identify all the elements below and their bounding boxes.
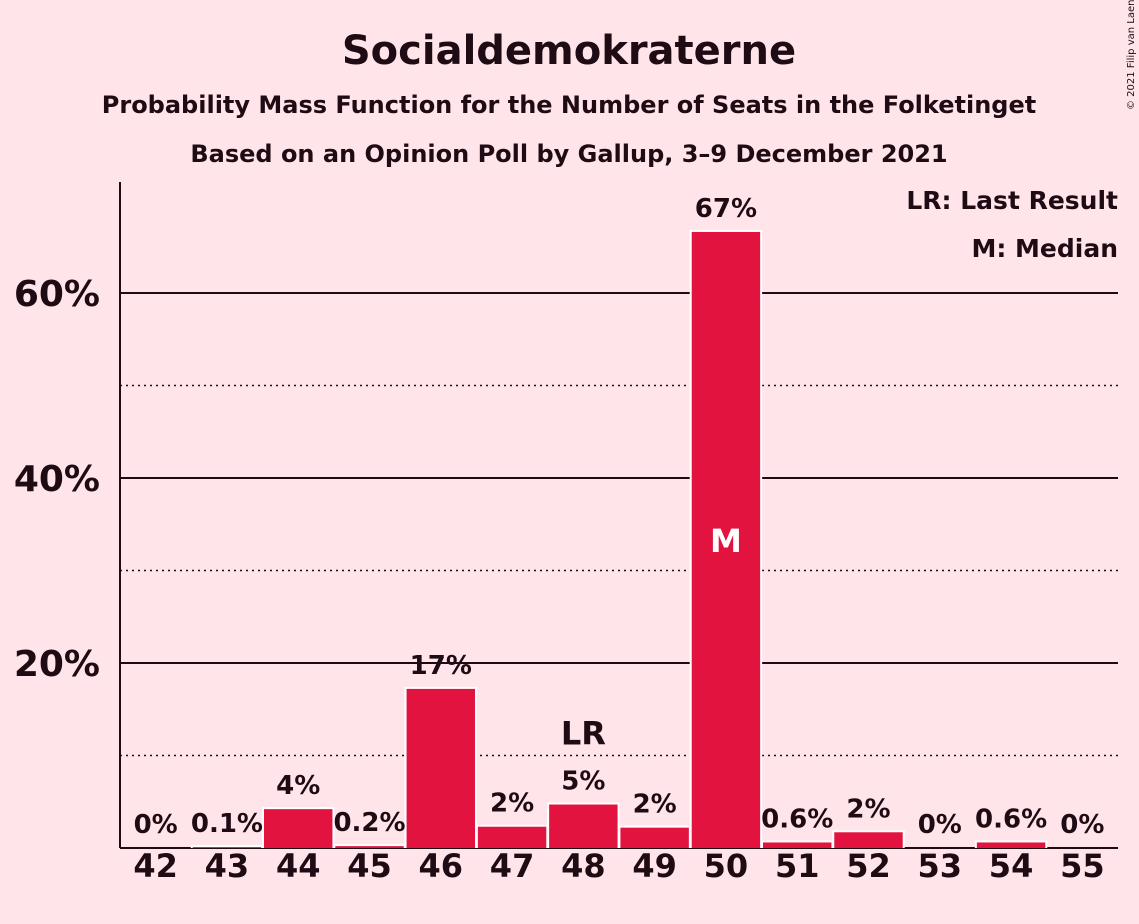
data-labels: 0% 0.1% 4% 0.2% 17% 2% 5% 2% 67% 0.6% 2% 0% 0.6% 0% LR… xyxy=(134,194,1105,840)
bar-52 xyxy=(834,832,903,848)
x-tick-label: 50 xyxy=(704,847,749,885)
y-tick-label: 20% xyxy=(14,644,100,685)
data-label: 0% xyxy=(918,810,962,840)
x-tick-label: 52 xyxy=(846,847,891,885)
bar-44 xyxy=(263,809,333,848)
x-tick-label: 49 xyxy=(632,847,677,885)
median-marker: M xyxy=(710,522,742,560)
x-tick-label: 43 xyxy=(205,847,250,885)
copyright-note: © 2021 Filip van Laenen xyxy=(1126,0,1137,110)
legend-last-result: LR: Last Result xyxy=(906,186,1118,215)
x-tick-label: 47 xyxy=(490,847,535,885)
axes: 20% 40% 60% 42 43 44 45 46 47 48 49 50 51 52 53 54 55 xyxy=(14,182,1118,885)
bar-outline xyxy=(333,844,406,848)
bar-54 xyxy=(976,842,1046,848)
data-label: 67% xyxy=(695,194,757,224)
legend: LR: Last Result M: Median xyxy=(906,186,1118,263)
legend-median: M: Median xyxy=(971,234,1118,263)
data-label: 2% xyxy=(633,790,677,820)
y-tick-label: 40% xyxy=(14,459,100,500)
bar-50 xyxy=(691,231,761,848)
chart-title: Socialdemokraterne xyxy=(342,28,796,74)
bar-48 xyxy=(549,804,618,848)
last-result-marker: LR xyxy=(561,715,606,753)
x-tick-label: 45 xyxy=(347,847,392,885)
x-tick-label: 46 xyxy=(419,847,464,885)
x-tick-label: 44 xyxy=(276,847,321,885)
bar-outline xyxy=(190,845,264,848)
chart-subtitle-poll: Based on an Opinion Poll by Gallup, 3–9 … xyxy=(190,140,947,168)
x-tick-label: 53 xyxy=(918,847,963,885)
y-tick-label: 60% xyxy=(14,274,100,315)
data-label: 0% xyxy=(134,810,178,840)
bar-49 xyxy=(620,827,689,848)
x-tick-label: 42 xyxy=(133,847,178,885)
gridlines xyxy=(120,292,1118,757)
data-label: 2% xyxy=(490,789,534,819)
bar-45 xyxy=(335,846,404,848)
x-tick-label: 51 xyxy=(775,847,820,885)
data-label: 0.6% xyxy=(761,804,833,834)
bar-46 xyxy=(406,688,476,848)
x-tick-label: 55 xyxy=(1060,847,1105,885)
x-tick-label: 48 xyxy=(561,847,606,885)
bar-47 xyxy=(477,826,547,848)
data-label: 0.2% xyxy=(333,808,405,838)
data-label: 0.1% xyxy=(191,809,263,839)
x-tick-label: 54 xyxy=(989,847,1034,885)
data-label: 17% xyxy=(410,651,472,681)
data-label: 4% xyxy=(276,771,320,801)
data-label: 2% xyxy=(846,794,890,824)
bar-51 xyxy=(762,842,832,848)
bar-43 xyxy=(192,847,262,848)
data-label: 0.6% xyxy=(975,804,1047,834)
chart-subtitle: Probability Mass Function for the Number… xyxy=(102,91,1036,119)
bars xyxy=(190,229,1048,848)
data-label: 5% xyxy=(561,767,605,797)
data-label: 0% xyxy=(1060,810,1104,840)
